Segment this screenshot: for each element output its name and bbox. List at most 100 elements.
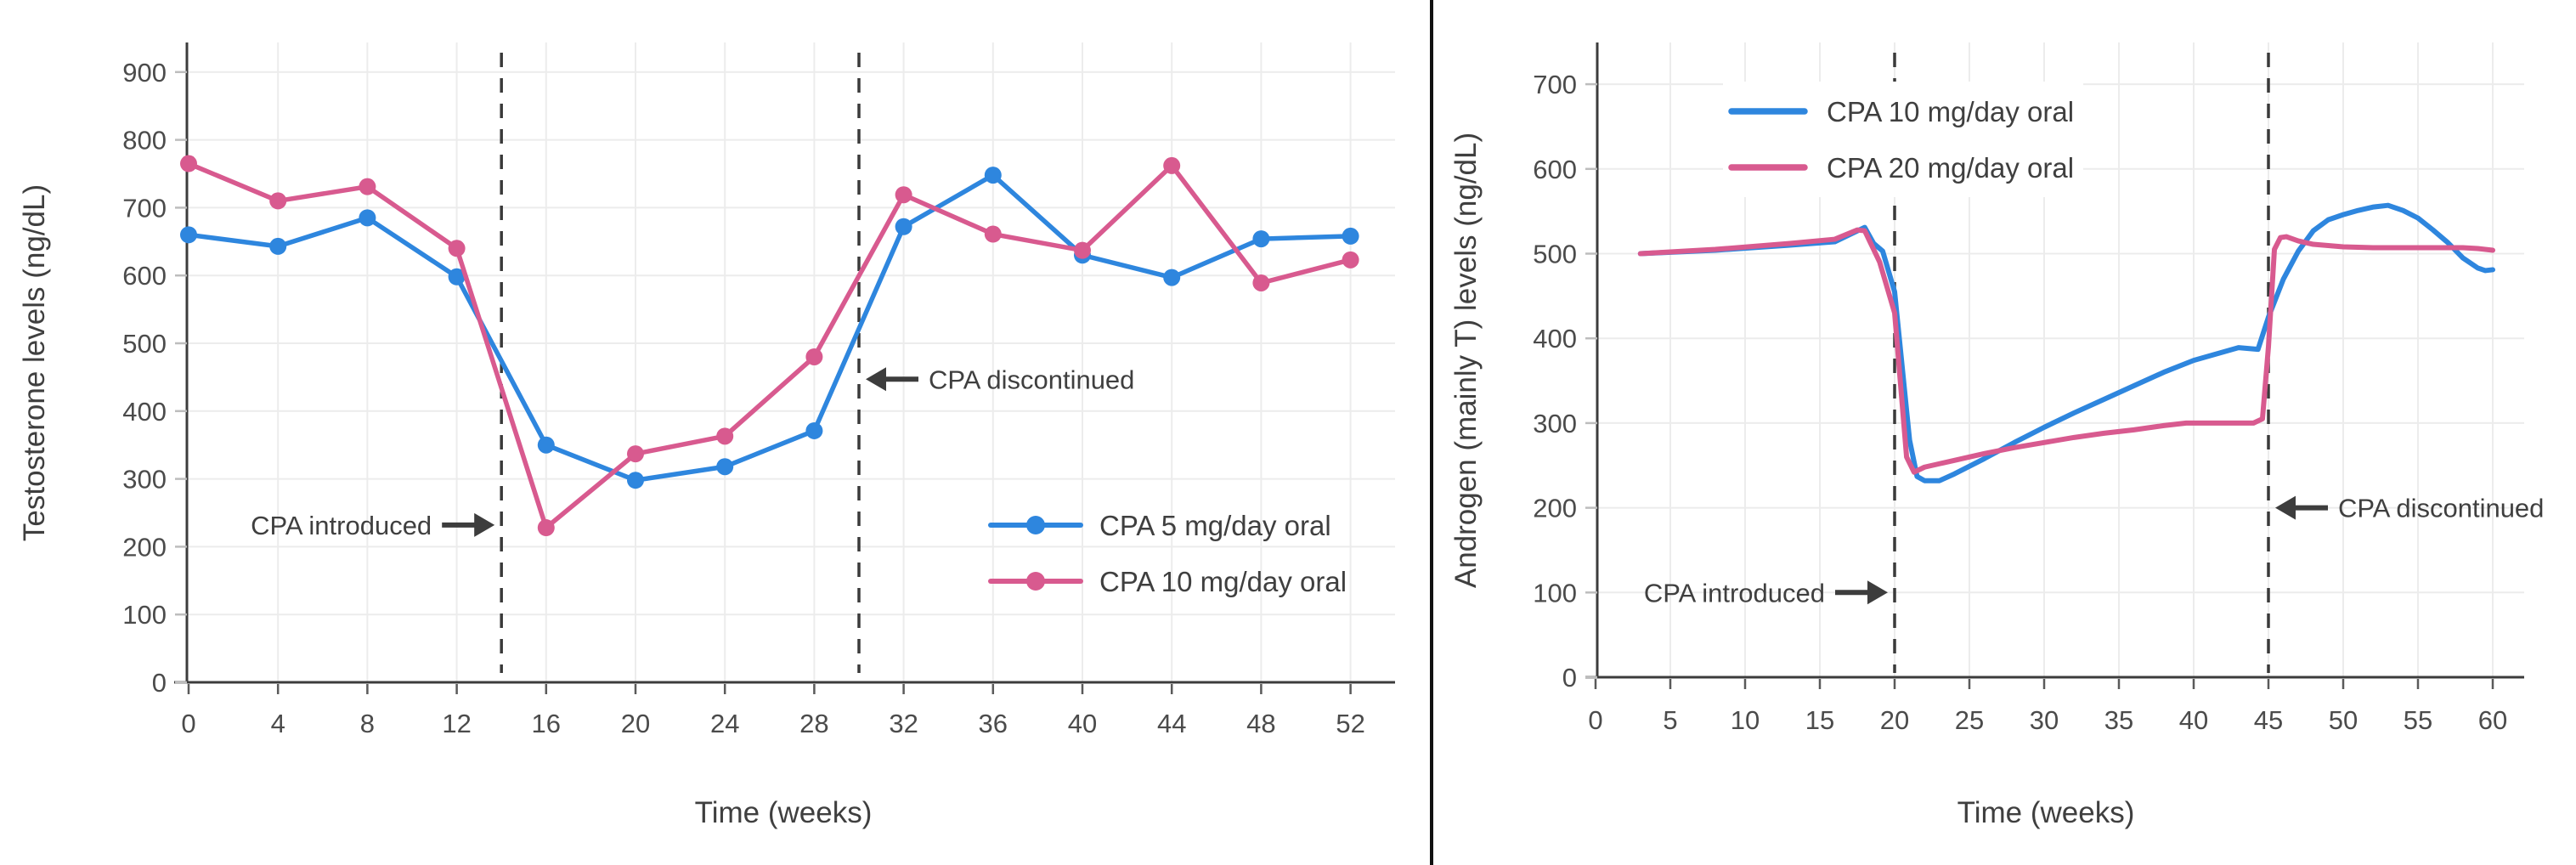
series-marker (359, 178, 376, 195)
legend-marker-dot (1026, 516, 1045, 534)
y-tick-label: 900 (122, 58, 167, 88)
series-marker (805, 348, 823, 365)
y-axis-title: Androgen (mainly T) levels (ng/dL) (1449, 133, 1483, 588)
x-tick-label: 20 (621, 709, 650, 738)
x-tick-label: 28 (799, 709, 828, 738)
x-tick-label: 20 (1880, 705, 1909, 735)
legend-label: CPA 5 mg/day oral (1099, 510, 1331, 541)
panel-divider (1430, 0, 1433, 865)
series-line-cpa-5-mg-day-oral (186, 172, 1353, 483)
x-tick-label: 52 (1336, 709, 1364, 738)
x-tick-label: 8 (360, 709, 375, 738)
series-marker (1163, 269, 1181, 286)
series-marker (627, 445, 644, 463)
series-line-cpa-10-mg-day-oral (186, 161, 1353, 530)
legend-item: CPA 10 mg/day oral (988, 566, 1347, 597)
series-marker (269, 237, 287, 255)
series-line-cpa-10-mg-day-oral (1637, 202, 2495, 483)
y-tick-label: 700 (1533, 70, 1577, 99)
annotation-arrow-head (2275, 495, 2296, 520)
legend-background (1723, 82, 2083, 197)
x-tick-label: 4 (271, 709, 285, 738)
annotation-arrow-head (474, 512, 495, 537)
x-tick-label: 0 (181, 709, 195, 738)
y-tick-label: 500 (1533, 240, 1577, 269)
annotation-text: CPA discontinued (2338, 494, 2544, 523)
series-marker (269, 192, 287, 210)
series-marker (895, 218, 912, 235)
series-marker (359, 209, 376, 227)
legend-item: CPA 5 mg/day oral (988, 510, 1331, 541)
x-tick-label: 32 (889, 709, 918, 738)
series-marker (180, 155, 197, 172)
legend-marker-dot (1026, 572, 1045, 591)
y-tick-label: 600 (122, 261, 167, 291)
y-tick-label: 300 (1533, 409, 1577, 438)
annotation-arrow-head (1867, 580, 1888, 605)
annotation-text: CPA discontinued (929, 365, 1134, 394)
x-tick-label: 45 (2254, 705, 2283, 735)
x-tick-label: 30 (2030, 705, 2059, 735)
y-tick-label: 100 (1533, 578, 1577, 608)
series-marker (984, 225, 1002, 243)
annotation-text: CPA introduced (251, 511, 432, 540)
x-axis-title: Time (weeks) (695, 796, 873, 829)
series-marker (180, 226, 197, 244)
left-chart: 0 4 8 12 16 20 24 28 32 36 40 44 48 52010020030040050… (18, 42, 1395, 829)
x-tick-label: 40 (1068, 709, 1097, 738)
series-marker (716, 427, 734, 445)
y-tick-label: 300 (122, 465, 167, 495)
x-tick-label: 10 (1731, 705, 1760, 735)
legend-item: CPA 20 mg/day oral (1728, 152, 2074, 184)
x-tick-label: 36 (979, 709, 1008, 738)
y-tick-label: 400 (1533, 324, 1577, 353)
annotation-text: CPA introduced (1644, 578, 1825, 608)
x-axis-title: Time (weeks) (1957, 796, 2135, 829)
x-tick-label: 25 (1955, 705, 1984, 735)
series-marker (537, 519, 555, 537)
series-marker (1252, 274, 1270, 291)
series-marker (1252, 230, 1270, 248)
y-tick-label: 400 (122, 397, 167, 427)
legend-label: CPA 10 mg/day oral (1099, 566, 1347, 597)
x-tick-label: 40 (2179, 705, 2208, 735)
x-tick-label: 16 (532, 709, 561, 738)
y-tick-label: 200 (122, 532, 167, 562)
series-marker (984, 167, 1002, 184)
x-tick-label: 44 (1157, 709, 1186, 738)
y-tick-label: 700 (122, 193, 167, 223)
x-tick-label: 55 (2404, 705, 2432, 735)
right-chart: 0 5 10 15 20 25 30 35 40 45 50 55 600100200300400500… (1449, 42, 2544, 829)
annotation: CPA discontinued (866, 365, 1134, 394)
legend: CPA 10 mg/day oral CPA 20 mg/day oral (1723, 82, 2083, 197)
series-marker (1163, 156, 1181, 174)
x-tick-label: 0 (1588, 705, 1602, 735)
y-tick-label: 600 (1533, 155, 1577, 184)
x-tick-label: 24 (710, 709, 739, 738)
x-tick-label: 50 (2329, 705, 2358, 735)
series-marker (448, 240, 466, 257)
y-tick-label: 200 (1533, 494, 1577, 523)
x-tick-label: 5 (1663, 705, 1677, 735)
y-tick-label: 100 (122, 600, 167, 630)
series-marker (1342, 227, 1359, 245)
series-marker (1074, 241, 1091, 259)
legend-label: CPA 20 mg/day oral (1827, 152, 2074, 184)
legend-label: CPA 10 mg/day oral (1827, 96, 2074, 127)
legend-item: CPA 10 mg/day oral (1728, 96, 2074, 127)
series-marker (805, 421, 823, 439)
series-marker (716, 458, 734, 476)
legend: CPA 5 mg/day oral CPA 10 mg/day oral (988, 510, 1347, 597)
x-tick-label: 60 (2478, 705, 2507, 735)
annotation: CPA discontinued (2275, 494, 2544, 523)
y-axis-title: Testosterone levels (ng/dL) (18, 184, 51, 541)
annotation: CPA introduced (1644, 578, 1888, 608)
series-marker (627, 472, 644, 489)
annotation-arrow-head (866, 367, 886, 392)
y-tick-label: 0 (152, 668, 167, 698)
x-tick-label: 15 (1805, 705, 1834, 735)
y-tick-label: 0 (1562, 663, 1577, 693)
x-tick-label: 48 (1246, 709, 1275, 738)
